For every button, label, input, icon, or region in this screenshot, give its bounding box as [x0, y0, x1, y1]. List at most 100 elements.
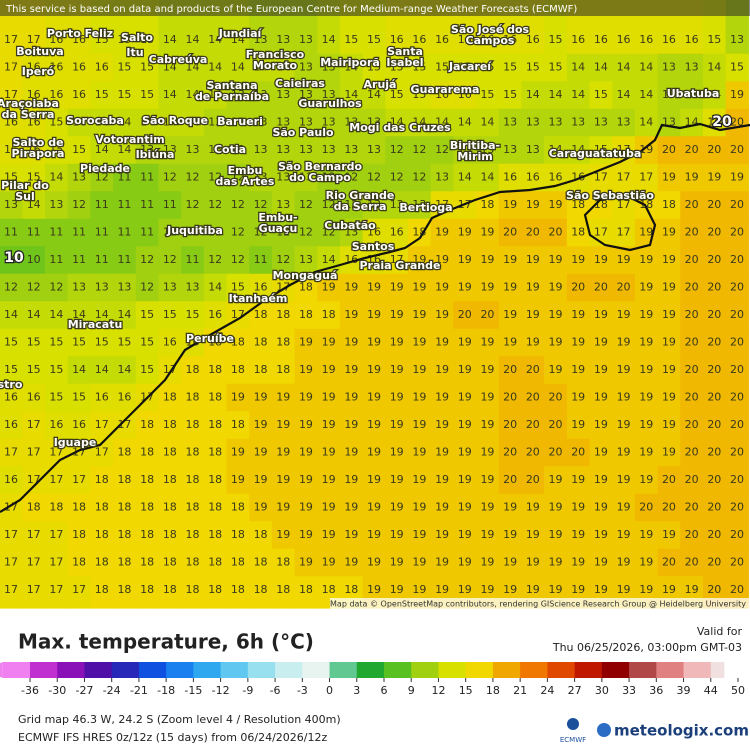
colorbar-label: 24 — [540, 684, 554, 697]
temp-cell — [385, 466, 409, 495]
temp-value: 19 — [549, 281, 563, 294]
temp-cell — [135, 108, 160, 137]
temp-cell — [226, 163, 250, 192]
temp-cell — [339, 301, 364, 330]
temp-value: 19 — [707, 171, 721, 184]
temp-value: 19 — [617, 418, 631, 431]
temp-cell — [135, 301, 160, 330]
temp-value: 19 — [730, 88, 744, 101]
temp-cell — [181, 548, 205, 577]
temp-value: 14 — [322, 253, 336, 266]
temp-value: 19 — [435, 473, 449, 486]
temp-cell — [113, 301, 137, 330]
colorbar-label: 6 — [381, 684, 388, 697]
temp-cell — [113, 218, 137, 247]
place-name: São Bernardo — [278, 160, 363, 173]
temp-cell — [725, 218, 749, 247]
temp-cell — [430, 356, 455, 385]
place-name: Peruíbe — [186, 332, 234, 345]
coastline — [0, 122, 750, 513]
temp-value: 12 — [231, 253, 245, 266]
temp-value: 20 — [617, 281, 631, 294]
temp-value: 19 — [594, 418, 608, 431]
temp-cell — [657, 521, 681, 550]
temp-value: 12 — [208, 226, 222, 239]
temp-value: 20 — [730, 143, 744, 156]
temp-value: 16 — [95, 61, 109, 74]
temp-cell — [226, 218, 250, 247]
temp-cell — [67, 273, 92, 302]
place-name: Salto de — [12, 136, 63, 149]
temp-cell — [203, 53, 228, 82]
temp-value: 12 — [163, 171, 177, 184]
temp-value: 19 — [435, 528, 449, 541]
temp-cell — [408, 81, 432, 110]
temp-value: 14 — [186, 33, 200, 46]
temp-value: 20 — [503, 446, 517, 459]
temp-value: 19 — [639, 143, 653, 156]
temp-value: 19 — [617, 391, 631, 404]
temp-value: 12 — [390, 143, 404, 156]
temp-value: 19 — [458, 583, 472, 596]
temp-cell — [362, 53, 386, 82]
temp-cell — [408, 521, 432, 550]
temp-cell — [476, 136, 500, 165]
temp-cell — [544, 383, 568, 412]
temp-value: 13 — [299, 61, 313, 74]
temp-cell — [90, 53, 114, 82]
temp-value: 19 — [549, 253, 563, 266]
temp-value: 13 — [594, 116, 608, 129]
temp-cell — [294, 301, 318, 330]
temp-value: 19 — [685, 583, 699, 596]
temp-value: 19 — [503, 556, 517, 569]
temp-value: 14 — [390, 116, 404, 129]
temp-value: 20 — [707, 418, 721, 431]
temp-value: 19 — [458, 226, 472, 239]
temp-cell — [67, 383, 92, 412]
temp-value: 18 — [208, 418, 222, 431]
temp-value: 19 — [254, 473, 268, 486]
temp-cell — [634, 246, 659, 275]
temp-cell — [67, 466, 92, 495]
temp-cell — [680, 273, 704, 302]
temp-value: 15 — [594, 143, 608, 156]
temp-value: 20 — [707, 391, 721, 404]
temp-value: 17 — [27, 418, 41, 431]
temp-cell — [203, 218, 228, 247]
temp-value: 19 — [322, 556, 336, 569]
temp-cell — [45, 576, 69, 609]
temp-cell — [45, 328, 69, 357]
temp-value: 19 — [571, 391, 585, 404]
colorbar-segment — [275, 662, 303, 678]
temp-value: 13 — [322, 143, 336, 156]
temp-value: 11 — [49, 253, 63, 266]
temp-cell — [294, 493, 318, 522]
temp-value: 14 — [549, 143, 563, 156]
temp-value: 17 — [27, 473, 41, 486]
temp-cell — [294, 191, 318, 220]
temp-value: 16 — [49, 88, 63, 101]
temp-value: 15 — [117, 336, 131, 349]
temp-cell — [249, 548, 273, 577]
temp-cell — [226, 411, 250, 440]
temp-cell — [589, 521, 613, 550]
temp-cell — [203, 301, 228, 330]
temp-value: 17 — [27, 583, 41, 596]
temp-value: 18 — [299, 308, 313, 321]
temp-value: 13 — [276, 33, 290, 46]
temp-cell — [45, 53, 69, 82]
temp-cell — [657, 218, 681, 247]
temp-cell — [0, 273, 23, 302]
temp-value: 19 — [549, 583, 563, 596]
temp-value: 14 — [186, 61, 200, 74]
temp-value: 15 — [140, 363, 154, 376]
temp-cell — [90, 191, 114, 220]
temp-cell — [657, 301, 681, 330]
temp-cell — [22, 493, 46, 522]
temp-value: 19 — [412, 473, 426, 486]
temp-cell — [158, 548, 182, 577]
temp-value: 16 — [4, 391, 18, 404]
temp-cell — [657, 548, 681, 577]
temp-cell — [271, 383, 296, 412]
temp-cell — [135, 548, 160, 577]
